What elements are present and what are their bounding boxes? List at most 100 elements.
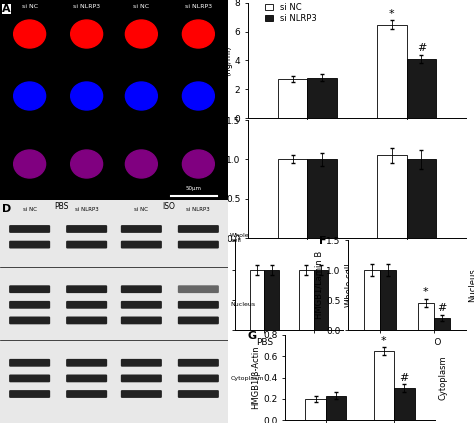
Text: Nucleus: Nucleus: [230, 302, 255, 308]
FancyBboxPatch shape: [9, 374, 50, 382]
Text: si NC: si NC: [23, 207, 36, 212]
FancyBboxPatch shape: [9, 316, 50, 324]
Text: G: G: [247, 331, 256, 341]
Y-axis label: HMGB1 mRNA
(fold control mean): HMGB1 mRNA (fold control mean): [204, 139, 223, 220]
FancyBboxPatch shape: [178, 225, 219, 233]
Bar: [278, 159, 308, 238]
FancyBboxPatch shape: [178, 316, 219, 324]
Text: #: #: [400, 373, 409, 383]
Text: Cytoplasm: Cytoplasm: [438, 355, 447, 400]
Text: F: F: [319, 236, 326, 245]
Circle shape: [14, 82, 46, 110]
Legend: si NC, si NLRP3: si NC, si NLRP3: [263, 1, 318, 25]
Text: Cytoplasm: Cytoplasm: [230, 376, 264, 381]
Text: D: D: [2, 204, 11, 214]
Text: si NLRP3: si NLRP3: [75, 207, 99, 212]
FancyBboxPatch shape: [9, 301, 50, 309]
FancyBboxPatch shape: [66, 285, 107, 293]
Bar: [278, 79, 308, 118]
FancyBboxPatch shape: [9, 390, 50, 398]
Circle shape: [14, 150, 46, 178]
Y-axis label: HMGB1/β-Actin: HMGB1/β-Actin: [251, 346, 260, 409]
Bar: [264, 270, 279, 330]
Text: #: #: [417, 43, 426, 53]
Bar: [407, 159, 436, 238]
Bar: [250, 270, 264, 330]
FancyBboxPatch shape: [121, 390, 162, 398]
FancyBboxPatch shape: [178, 241, 219, 248]
FancyBboxPatch shape: [9, 225, 50, 233]
FancyBboxPatch shape: [66, 390, 107, 398]
Text: *: *: [389, 9, 394, 19]
Bar: [374, 351, 394, 420]
Circle shape: [126, 82, 157, 110]
Text: si NC: si NC: [134, 207, 148, 212]
Bar: [308, 159, 337, 238]
Circle shape: [71, 150, 102, 178]
Bar: [308, 78, 337, 118]
Text: PBS: PBS: [55, 202, 69, 211]
FancyBboxPatch shape: [178, 301, 219, 309]
Text: E: E: [208, 236, 216, 245]
Circle shape: [71, 20, 102, 48]
Text: Nucleus: Nucleus: [468, 268, 474, 302]
Text: C: C: [193, 114, 201, 124]
Bar: [380, 270, 396, 330]
Bar: [326, 396, 346, 420]
Text: *: *: [381, 335, 387, 346]
Text: si NLRP3: si NLRP3: [186, 207, 210, 212]
Circle shape: [182, 20, 214, 48]
FancyBboxPatch shape: [9, 359, 50, 367]
FancyBboxPatch shape: [66, 241, 107, 248]
FancyBboxPatch shape: [121, 316, 162, 324]
Y-axis label: HMGB1 in supernatant
(ng/ml): HMGB1 in supernatant (ng/ml): [212, 13, 232, 108]
FancyBboxPatch shape: [178, 285, 219, 293]
Y-axis label: HMGB1/GAPDH: HMGB1/GAPDH: [201, 253, 210, 317]
Bar: [394, 388, 415, 420]
Circle shape: [182, 150, 214, 178]
Text: si NLRP3: si NLRP3: [73, 4, 100, 9]
Bar: [305, 399, 326, 420]
FancyBboxPatch shape: [66, 374, 107, 382]
Bar: [418, 303, 434, 330]
FancyBboxPatch shape: [66, 359, 107, 367]
Circle shape: [182, 82, 214, 110]
Bar: [377, 25, 407, 118]
FancyBboxPatch shape: [121, 359, 162, 367]
Circle shape: [126, 150, 157, 178]
FancyBboxPatch shape: [178, 374, 219, 382]
FancyBboxPatch shape: [121, 225, 162, 233]
FancyBboxPatch shape: [121, 285, 162, 293]
Text: si NLRP3: si NLRP3: [185, 4, 212, 9]
Bar: [377, 155, 407, 238]
FancyBboxPatch shape: [121, 374, 162, 382]
Text: *: *: [423, 287, 428, 297]
FancyBboxPatch shape: [9, 285, 50, 293]
FancyBboxPatch shape: [66, 301, 107, 309]
Text: #: #: [437, 303, 447, 313]
Bar: [313, 270, 328, 330]
Bar: [299, 270, 313, 330]
Circle shape: [14, 20, 46, 48]
Text: si NC: si NC: [22, 4, 38, 9]
Bar: [434, 318, 450, 330]
FancyBboxPatch shape: [66, 225, 107, 233]
FancyBboxPatch shape: [178, 390, 219, 398]
Circle shape: [126, 20, 157, 48]
FancyBboxPatch shape: [9, 241, 50, 248]
Text: A: A: [2, 4, 11, 14]
Text: Whole cell: Whole cell: [345, 263, 354, 307]
Text: ISO: ISO: [162, 202, 175, 211]
FancyBboxPatch shape: [178, 359, 219, 367]
Bar: [364, 270, 380, 330]
Text: si NC: si NC: [133, 4, 149, 9]
Text: 50μm: 50μm: [186, 186, 202, 191]
Y-axis label: HMGB1/Lamin B: HMGB1/Lamin B: [314, 251, 323, 319]
FancyBboxPatch shape: [121, 241, 162, 248]
Text: B: B: [193, 0, 202, 7]
FancyBboxPatch shape: [66, 316, 107, 324]
Bar: [407, 59, 436, 118]
Circle shape: [71, 82, 102, 110]
Text: Whole
cell: Whole cell: [230, 233, 250, 243]
FancyBboxPatch shape: [121, 301, 162, 309]
